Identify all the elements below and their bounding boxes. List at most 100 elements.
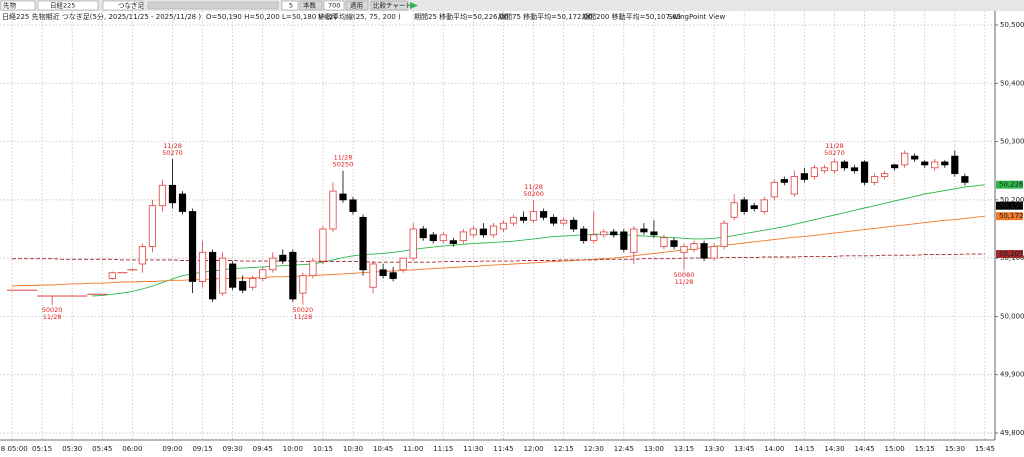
y-tick-label: 50,500 — [1000, 21, 1024, 29]
candle-body — [439, 234, 447, 242]
x-tick-label: 14:45 — [854, 445, 874, 453]
apply-text: 適用 — [350, 1, 363, 10]
candle-body — [499, 222, 508, 230]
candle-body — [409, 228, 417, 259]
x-tick-label: 10:30 — [343, 445, 363, 453]
candle-body — [590, 234, 598, 242]
swing-price: 50200 — [523, 190, 544, 198]
x-tick-label: 13:30 — [704, 445, 724, 453]
swing-date: 11/28 — [43, 313, 62, 321]
candle-body — [148, 205, 157, 247]
ma-line — [11, 215, 985, 287]
compare-button[interactable] — [370, 0, 408, 11]
y-tick-label: 50,400 — [1000, 79, 1024, 87]
tool-buttons[interactable] — [147, 1, 279, 10]
swing-date: 11/28 — [163, 142, 182, 150]
candle-body — [469, 228, 477, 236]
candle-body — [369, 263, 377, 288]
x-tick-label: 11:15 — [433, 445, 453, 453]
candle-body — [760, 199, 768, 212]
toolbar — [0, 0, 1024, 11]
candle-body — [650, 231, 658, 236]
swing-price: 50270 — [824, 149, 845, 157]
swing-date: 11/28 — [524, 183, 543, 191]
x-tick-label: 13:15 — [674, 445, 694, 453]
candle-body — [249, 278, 257, 288]
x-tick-label: 10:00 — [283, 445, 303, 453]
candle-body — [178, 193, 187, 212]
candle-body — [229, 263, 237, 288]
apply-button[interactable] — [345, 0, 369, 11]
info-symbol: 日経225 先物期近 つなぎ足(5分, 2025/11/25 - 2025/11… — [2, 12, 201, 21]
interval-text: 5 — [289, 2, 293, 10]
candle-body — [670, 240, 678, 247]
price-tag — [996, 180, 1023, 189]
x-tick-label: 09:30 — [223, 445, 243, 453]
candle-body — [449, 240, 457, 244]
candle-body — [219, 257, 227, 294]
candle-body — [740, 199, 748, 212]
candle-body — [208, 251, 217, 300]
x-tick-label: 15:15 — [915, 445, 935, 453]
candle-body — [560, 219, 568, 224]
play-icon[interactable] — [410, 2, 418, 9]
x-tick-label: 14:15 — [794, 445, 814, 453]
candle-body — [329, 190, 337, 230]
candle-body — [479, 228, 488, 236]
x-tick-label: 15:30 — [945, 445, 965, 453]
y-tick-label: 49,800 — [1000, 429, 1024, 437]
x-tick-label: 13:45 — [734, 445, 754, 453]
market-select[interactable] — [0, 0, 36, 11]
x-tick-label: 11:45 — [493, 445, 513, 453]
legend-entry: 期間200 移動平均=50,107.65 — [582, 12, 681, 21]
y-tick-label: 50,300 — [1000, 138, 1024, 146]
candle-body — [700, 243, 708, 259]
candle-body — [640, 228, 648, 233]
candle-body — [289, 251, 297, 300]
candle-body — [108, 272, 116, 279]
candle-body — [529, 211, 538, 221]
candle-body — [550, 216, 558, 224]
candle-body — [620, 231, 628, 250]
info-ma: 移動平均線(25, 75, 200 ) — [318, 12, 401, 21]
x-tick-label: 11:30 — [463, 445, 483, 453]
candle-body — [399, 257, 407, 271]
swing-price: 50020 — [293, 306, 314, 314]
candle-body — [850, 167, 859, 172]
candle-body — [680, 246, 688, 253]
candle-body — [710, 246, 718, 259]
candle-body — [780, 179, 788, 183]
price-tag-label: 50,190 — [999, 202, 1024, 210]
candle-body — [158, 184, 167, 207]
candle-body — [800, 173, 808, 180]
price-tag-label: 50,172 — [999, 212, 1024, 220]
candle-body — [770, 181, 778, 198]
candle-body — [429, 234, 437, 242]
y-tick-label: 49,900 — [1000, 371, 1024, 379]
candle-body — [509, 216, 518, 224]
kind-select[interactable] — [102, 0, 144, 11]
candle-body — [168, 184, 177, 204]
candle-body — [419, 228, 427, 239]
x-tick-label: 09:00 — [162, 445, 182, 453]
price-tag — [996, 212, 1023, 221]
candle-body — [580, 228, 588, 242]
candle-body — [901, 152, 909, 166]
symbol-select[interactable] — [37, 0, 99, 11]
x-tick-label: 13:00 — [644, 445, 664, 453]
ma-line — [92, 184, 985, 297]
candle-body — [630, 228, 638, 253]
candle-body — [459, 231, 467, 242]
candle-body — [239, 281, 247, 291]
candle-body — [489, 225, 498, 236]
interval-input[interactable] — [281, 0, 299, 11]
x-tick-label: 15:45 — [975, 445, 995, 453]
candle-body — [690, 243, 698, 250]
x-tick-label: 05:15 — [32, 445, 52, 453]
candle-body — [870, 176, 879, 183]
candle-body — [660, 237, 668, 247]
candle-body — [259, 269, 267, 279]
market-text: 先物 — [3, 1, 17, 10]
bars-input[interactable] — [323, 0, 345, 11]
